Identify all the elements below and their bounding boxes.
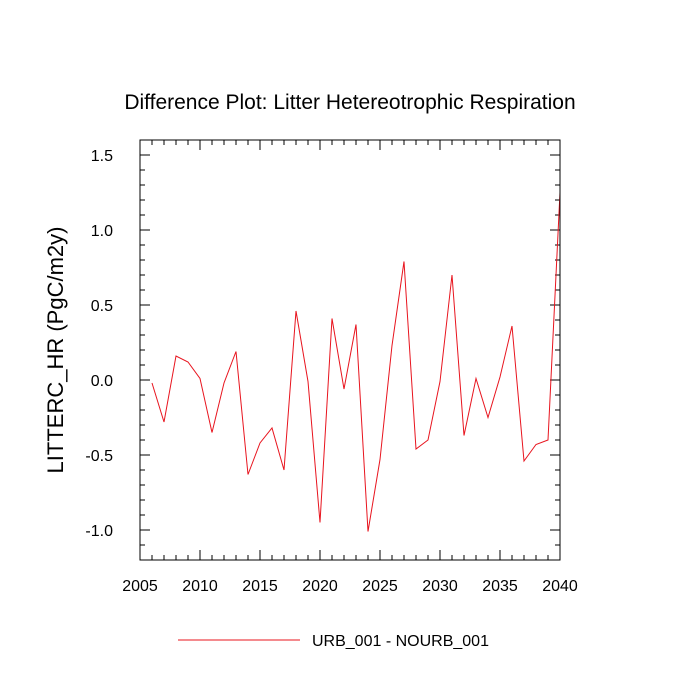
y-tick-label: 1.0 — [91, 223, 113, 240]
y-tick-label: 0.5 — [91, 298, 113, 315]
chart-title: Difference Plot: Litter Hetereotrophic R… — [124, 91, 575, 114]
tick-labels: 2005 2010 2015 2020 2025 2030 2035 2040 -1.0 -0.5… — [85, 148, 577, 595]
axis-ticks — [139, 140, 561, 560]
x-tick-label: 2040 — [542, 578, 578, 595]
plot-frame — [139, 139, 561, 561]
x-tick-label: 2030 — [422, 578, 458, 595]
y-axis-label: LITTERC_HR (PgC/m2y) — [43, 227, 68, 474]
legend-label: URB_001 - NOURB_001 — [312, 633, 489, 650]
y-tick-label: -0.5 — [85, 448, 113, 465]
series-line — [151, 192, 561, 532]
y-tick-label: -1.0 — [85, 523, 113, 540]
x-tick-label: 2015 — [242, 578, 278, 595]
y-tick-label: 0.0 — [91, 373, 113, 390]
x-tick-label: 2005 — [122, 578, 158, 595]
series-layer — [151, 192, 561, 532]
x-tick-label: 2035 — [482, 578, 518, 595]
x-tick-label: 2010 — [182, 578, 218, 595]
legend: URB_001 - NOURB_001 — [178, 633, 489, 650]
x-tick-label: 2020 — [302, 578, 338, 595]
x-tick-label: 2025 — [362, 578, 398, 595]
y-tick-label: 1.5 — [91, 148, 113, 165]
